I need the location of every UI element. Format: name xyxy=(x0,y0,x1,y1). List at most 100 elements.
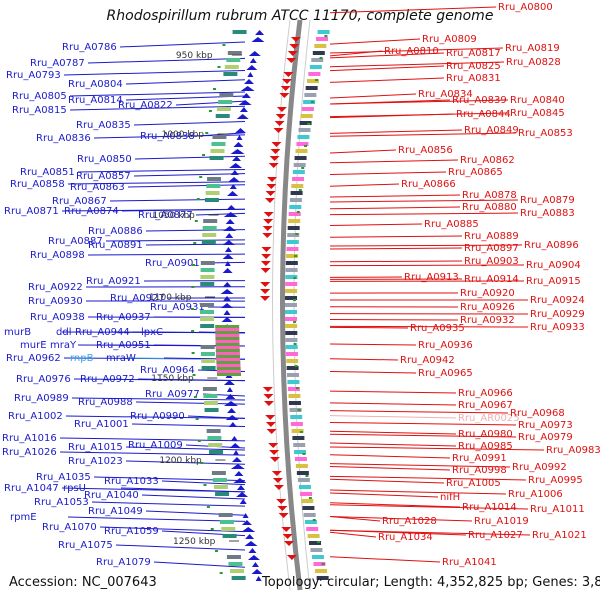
gene-label-right: Rru_A0929 xyxy=(530,309,585,320)
reverse-gene-arrow xyxy=(270,149,281,154)
feature-block-left xyxy=(203,394,218,398)
rim-marker xyxy=(295,233,299,235)
backbone-outer-line xyxy=(293,19,311,591)
gene-label-right: nifH xyxy=(440,492,460,503)
feature-block-right xyxy=(300,114,313,118)
feature-block-left xyxy=(224,65,239,69)
feature-block-left xyxy=(215,114,230,118)
forward-gene-arrow xyxy=(234,128,246,133)
feature-block-right xyxy=(286,366,299,370)
gene-label-right: Rru_A0903 xyxy=(464,256,519,267)
feature-block-left xyxy=(222,534,237,538)
reverse-gene-arrow xyxy=(279,93,290,98)
feature-block-right xyxy=(308,72,321,76)
label-leader-line xyxy=(65,415,246,419)
gene-label-right: Rru_A0853 xyxy=(518,128,573,139)
feature-block-right xyxy=(285,296,298,300)
reverse-gene-arrow xyxy=(260,296,271,301)
gene-label-right: Rru_A1019 xyxy=(474,516,529,527)
forward-gene-arrow xyxy=(222,282,232,287)
feature-block-right xyxy=(285,338,298,342)
map-title: Rhodospirillum rubrum ATCC 11170, comple… xyxy=(106,8,494,24)
forward-gene-arrow xyxy=(222,268,233,273)
rim-marker xyxy=(191,286,195,288)
reverse-gene-arrow xyxy=(282,534,293,539)
forward-gene-arrow xyxy=(230,436,238,441)
scale-tick-label: 1000 kbp xyxy=(162,130,205,140)
rim-marker xyxy=(194,220,198,222)
reverse-gene-arrow xyxy=(263,401,274,406)
feature-block-right xyxy=(288,401,301,405)
feature-block-left xyxy=(226,58,241,62)
gene-label-right: Rru_A0968 xyxy=(510,408,565,419)
gene-label-right: Rru_A0920 xyxy=(460,288,515,299)
gene-label-right: Rru_A1041 xyxy=(442,557,497,568)
feature-block-left xyxy=(200,345,215,349)
label-leader-line xyxy=(329,343,417,346)
reverse-gene-arrow xyxy=(263,219,274,224)
rim-marker xyxy=(199,176,203,178)
feature-block-left xyxy=(202,226,217,230)
label-leader-line xyxy=(329,504,529,510)
feature-block-right xyxy=(293,443,306,447)
forward-gene-arrow xyxy=(225,233,234,238)
forward-gene-arrow xyxy=(224,247,232,252)
label-leader-line xyxy=(329,99,509,105)
reverse-gene-arrow xyxy=(274,121,285,126)
forward-gene-arrow xyxy=(236,485,245,490)
dense-feature-block xyxy=(215,349,240,352)
gene-label-right: Rru_A0817 xyxy=(446,48,501,59)
feature-block-right xyxy=(305,86,318,90)
gene-label-left: Rru_A1001 xyxy=(74,419,129,430)
label-leader-line xyxy=(329,199,519,203)
feature-block-right xyxy=(298,128,311,132)
reverse-gene-arrow xyxy=(273,128,284,133)
gene-label-left: Rru_A1059 xyxy=(104,526,159,537)
gene-label-left: Rru_A0977 xyxy=(145,389,200,400)
label-leader-line xyxy=(329,492,439,498)
reverse-gene-arrow xyxy=(273,485,284,490)
label-leader-line xyxy=(329,446,545,451)
feature-block-right xyxy=(295,464,308,468)
forward-gene-arrow xyxy=(242,513,249,518)
rim-marker xyxy=(324,35,328,37)
scale-tick-label: 1150 kbp xyxy=(151,374,194,384)
gene-label-left: Rru_A0871 xyxy=(4,206,59,217)
gene-label-right: Rru_AR0025 xyxy=(458,413,520,424)
feature-block-right xyxy=(301,107,314,111)
gene-label-right: Rru_A0913 xyxy=(404,272,459,283)
forward-gene-arrow xyxy=(239,107,248,112)
gene-label-left: Rru_A0901 xyxy=(145,258,200,269)
label-leader-line xyxy=(99,526,246,533)
dense-feature-block xyxy=(215,334,240,337)
rim-marker xyxy=(203,484,207,486)
label-leader-line xyxy=(329,38,421,45)
gene-label-right: Rru_A1006 xyxy=(508,489,563,500)
label-leader-line xyxy=(329,402,457,406)
forward-gene-arrow xyxy=(225,394,236,399)
gene-label-left: Rru_A0815 xyxy=(12,105,67,116)
forward-gene-arrow xyxy=(246,65,258,70)
scale-ticks: 950 kbp 1000 kbp 1050 kbp 1100 kbp 1150 kbp 1… xyxy=(149,35,328,574)
gene-label-left: Rru_A0898 xyxy=(30,250,85,261)
label-leader-line xyxy=(329,556,441,563)
feature-block-right xyxy=(289,198,302,202)
feature-block-left xyxy=(219,93,234,97)
forward-gene-arrow xyxy=(222,254,234,259)
feature-block-right xyxy=(288,219,301,223)
label-leader-line xyxy=(329,410,509,414)
feature-block-right xyxy=(311,58,324,62)
gene-label-left: Rru_A1035 xyxy=(36,472,91,483)
label-leader-line xyxy=(329,442,457,447)
reverse-gene-arrow xyxy=(283,72,294,77)
gene-label-right: Rru_A0844 xyxy=(456,109,511,120)
label-leader-line xyxy=(120,487,246,493)
forward-gene-arrow xyxy=(241,527,256,532)
dense-feature-block xyxy=(215,352,240,355)
gene-label-right: Rru_A0965 xyxy=(418,368,473,379)
reverse-gene-arrow xyxy=(271,142,282,147)
gene-label-right: Rru_A0973 xyxy=(518,420,573,431)
forward-gene-arrow xyxy=(223,226,237,231)
